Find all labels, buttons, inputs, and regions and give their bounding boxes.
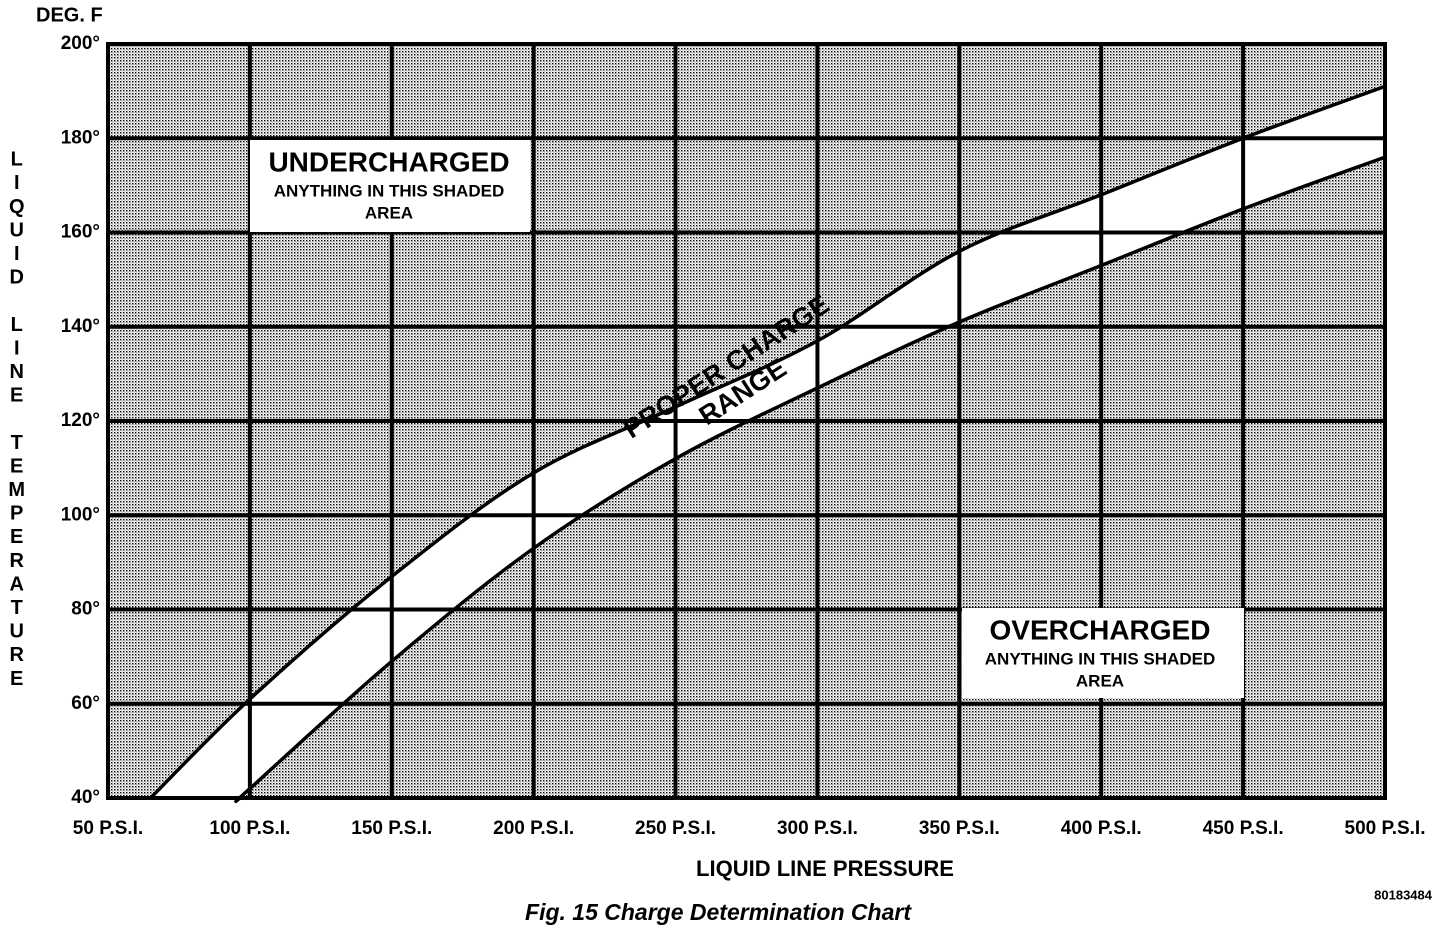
plot-frame [106,42,1387,800]
annotation-text: AREA [365,203,413,222]
proper-charge-band [150,86,1386,802]
x-tick-label: 500 P.S.I. [1345,818,1426,839]
figure-id: 80183484 [1374,887,1433,902]
x-tick-label: 400 P.S.I. [1061,818,1142,839]
y-tick-label: 200° [61,33,100,54]
x-tick-label: 150 P.S.I. [351,818,432,839]
annotation-text: ANYTHING IN THIS SHADED [274,181,504,200]
x-axis-label: LIQUID LINE PRESSURE [696,856,954,881]
annotation-box [962,608,1244,698]
y-tick-label: 80° [71,599,100,620]
annotation-box [250,140,530,232]
y-tick-label: 40° [71,787,100,808]
x-tick-label: 450 P.S.I. [1203,818,1284,839]
x-tick-label: 350 P.S.I. [919,818,1000,839]
annotation-title: UNDERCHARGED [268,146,509,177]
annotation-text: AREA [1076,671,1124,690]
chart-title: Fig. 15 Charge Determination Chart [525,899,912,925]
y-tick-label: 140° [61,316,100,337]
y-tick-label: 100° [61,504,100,525]
y-tick-label: 60° [71,693,100,714]
boundary-line [149,84,1386,800]
x-tick-label: 100 P.S.I. [209,818,290,839]
annotation-text: ANYTHING IN THIS SHADED [985,649,1215,668]
y-tick-label: 120° [61,410,100,431]
y-unit-label: DEG. F [36,4,103,26]
x-tick-label: 200 P.S.I. [493,818,574,839]
x-tick-label: 50 P.S.I. [73,818,143,839]
y-tick-label: 160° [61,222,100,243]
annotation-title: OVERCHARGED [990,614,1211,645]
y-axis-label: LIQUID LINE TEMPERATURE [6,149,28,692]
y-tick-label: 180° [61,127,100,148]
x-tick-label: 300 P.S.I. [777,818,858,839]
boundary-line [234,155,1386,803]
x-tick-label: 250 P.S.I. [635,818,716,839]
